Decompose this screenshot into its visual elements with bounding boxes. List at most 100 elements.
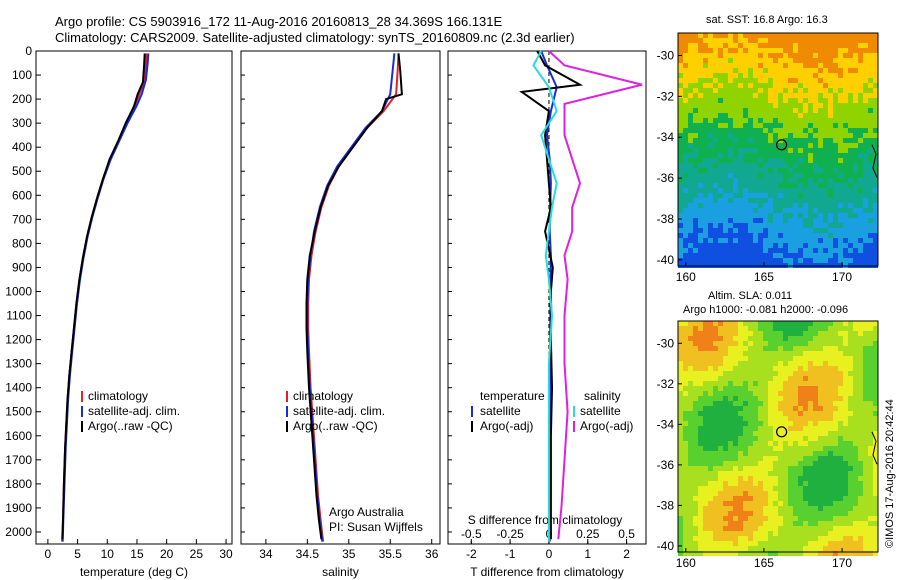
map-cell xyxy=(843,486,848,491)
map-cell xyxy=(783,476,788,481)
map-cell xyxy=(723,476,728,481)
map-cell xyxy=(813,133,818,138)
map-cell xyxy=(698,108,703,113)
map-cell xyxy=(758,188,763,193)
map-cell xyxy=(833,53,838,58)
map-cell xyxy=(748,83,753,88)
map-cell xyxy=(778,421,783,426)
argo-position-marker xyxy=(776,426,788,438)
map-cell xyxy=(773,496,778,501)
map-cell xyxy=(688,506,693,511)
map-cell xyxy=(833,258,838,263)
map-cell xyxy=(838,213,843,218)
map-cell xyxy=(708,103,713,108)
map-cell xyxy=(753,346,758,351)
y-tick-label: 1900 xyxy=(5,501,32,515)
map-cell xyxy=(788,123,793,128)
map-cell xyxy=(783,441,788,446)
map-cell xyxy=(798,361,803,366)
map-cell xyxy=(758,391,763,396)
map-cell xyxy=(873,341,878,346)
map-cell xyxy=(793,213,798,218)
map-cell xyxy=(853,48,858,53)
map-cell xyxy=(833,63,838,68)
map-cell xyxy=(683,118,688,123)
map-cell xyxy=(813,531,818,536)
map-cell xyxy=(738,496,743,501)
map-cell xyxy=(723,536,728,541)
map-cell xyxy=(768,516,773,521)
map-cell xyxy=(768,521,773,526)
map-cell xyxy=(798,258,803,263)
map-cell xyxy=(743,401,748,406)
map-cell xyxy=(758,48,763,53)
map-cell xyxy=(758,416,763,421)
map-cell xyxy=(698,386,703,391)
map-cell xyxy=(718,123,723,128)
map-cell xyxy=(758,341,763,346)
map-cell xyxy=(873,451,878,456)
map-cell xyxy=(703,391,708,396)
map-cell xyxy=(683,98,688,103)
map-cell xyxy=(858,346,863,351)
map-cell xyxy=(783,33,788,38)
map-cell xyxy=(723,78,728,83)
map-cell xyxy=(858,351,863,356)
map-cell xyxy=(848,321,853,326)
map-cell xyxy=(828,436,833,441)
map-cell xyxy=(788,173,793,178)
map-cell xyxy=(743,153,748,158)
map-cell xyxy=(803,446,808,451)
map-cell xyxy=(818,381,823,386)
map-cell xyxy=(793,326,798,331)
map-cell xyxy=(803,33,808,38)
map-cell xyxy=(773,406,778,411)
map-cell xyxy=(853,73,858,78)
map-cell xyxy=(818,331,823,336)
map-cell xyxy=(768,48,773,53)
map-cell xyxy=(783,193,788,198)
map-cell xyxy=(693,68,698,73)
map-cell xyxy=(708,471,713,476)
map-cell xyxy=(848,63,853,68)
map-cell xyxy=(758,153,763,158)
map-cell xyxy=(863,456,868,461)
map-cell xyxy=(753,466,758,471)
map-cell xyxy=(763,128,768,133)
map-cell xyxy=(733,63,738,68)
map-cell xyxy=(728,356,733,361)
map-cell xyxy=(868,401,873,406)
map-cell xyxy=(753,441,758,446)
map-cell xyxy=(793,551,798,556)
map-cell xyxy=(718,401,723,406)
map-cell xyxy=(868,511,873,516)
map-cell xyxy=(713,481,718,486)
map-cell xyxy=(793,366,798,371)
map-cell xyxy=(708,78,713,83)
map-cell xyxy=(763,521,768,526)
map-cell xyxy=(753,516,758,521)
map-cell xyxy=(778,243,783,248)
map-cell xyxy=(703,78,708,83)
map-cell xyxy=(838,481,843,486)
map-cell xyxy=(703,451,708,456)
map-cell xyxy=(728,243,733,248)
map-cell xyxy=(868,326,873,331)
map-cell xyxy=(853,133,858,138)
map-cell xyxy=(823,336,828,341)
map-cell xyxy=(693,376,698,381)
map-cell xyxy=(773,103,778,108)
map-cell xyxy=(818,416,823,421)
map-cell xyxy=(773,168,778,173)
map-cell xyxy=(783,93,788,98)
map-cell xyxy=(788,456,793,461)
map-cell xyxy=(713,321,718,326)
map-cell xyxy=(768,123,773,128)
map-cell xyxy=(718,158,723,163)
map-cell xyxy=(688,38,693,43)
map-cell xyxy=(788,218,793,223)
map-cell xyxy=(678,501,683,506)
map-cell xyxy=(698,123,703,128)
map-cell xyxy=(678,58,683,63)
map-cell xyxy=(858,113,863,118)
